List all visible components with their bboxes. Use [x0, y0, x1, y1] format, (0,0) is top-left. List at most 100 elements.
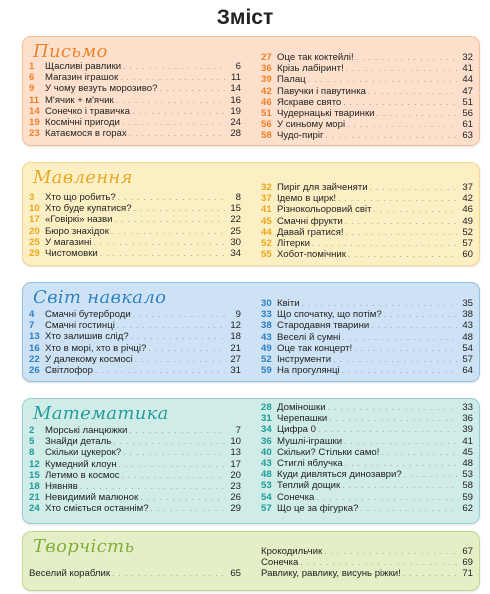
entry-page: 41 [462, 435, 473, 447]
toc-entry[interactable]: 46 Яскраве свято 51 [261, 97, 473, 108]
toc-entry[interactable]: 5 Знайди деталь 10 [29, 436, 241, 447]
dot-leader [151, 503, 225, 514]
entry-number: 24 [29, 503, 40, 515]
toc-entry[interactable]: 32 Пиріг для зайченяти 37 [261, 182, 473, 193]
toc-entry[interactable]: 28 Доміношки 33 [261, 402, 473, 413]
entry-title: Квіти [277, 298, 300, 309]
entry-page: 48 [462, 457, 473, 469]
entry-page: 46 [462, 204, 473, 216]
right-column: 30 Квіти 35 33 Що спочатку, що потім? 38 38 Ста… [261, 298, 473, 376]
toc-entry[interactable]: 38 Стародавня тварини 43 [261, 320, 473, 331]
dot-leader [403, 568, 457, 579]
dot-leader [122, 117, 225, 128]
toc-entry[interactable]: 2 Морські ланцюжки 7 [29, 425, 241, 436]
toc-entry[interactable]: 52 Літерки 57 [261, 238, 473, 249]
toc-entry[interactable]: 54 Сонечка 59 [261, 492, 473, 503]
toc-entry[interactable]: Сонечка 69 [261, 557, 473, 568]
toc-entry[interactable]: 1 Щасливі равлики 6 [29, 61, 241, 72]
toc-entry[interactable]: Крокодильчик 67 [261, 546, 473, 557]
toc-entry[interactable]: 3 Хто що робить? 8 [29, 192, 241, 203]
toc-entry[interactable]: 26 Світлофор 31 [29, 365, 241, 376]
toc-entry[interactable]: 58 Чудо-пиріг 63 [261, 130, 473, 141]
entry-number: 56 [261, 119, 272, 131]
dot-leader [112, 568, 225, 579]
entry-number: 12 [29, 458, 40, 470]
toc-entry[interactable]: 41 Різнокольоровий світ 46 [261, 204, 473, 215]
toc-entry[interactable]: 20 Бюро знахідок 25 [29, 226, 241, 237]
entry-title: У синьому морі [277, 119, 346, 131]
entry-page: 54 [462, 342, 473, 354]
toc-entry[interactable]: 21 Невидимий малюнок 26 [29, 492, 241, 503]
toc-entry[interactable]: 57 Що це за фігурка? 62 [261, 503, 473, 514]
entry-title: Що це за фігурка? [277, 502, 359, 514]
toc-entry[interactable]: 43 Стиглі яблучка 48 [261, 458, 473, 469]
dot-leader [347, 119, 457, 130]
toc-entry[interactable]: 4 Смачні бутерброди 9 [29, 309, 241, 320]
toc-entry[interactable]: 33 Що спочатку, що потім? 38 [261, 309, 473, 320]
toc-entry[interactable]: 23 Катаємося в горах 28 [29, 128, 241, 139]
toc-entry[interactable]: 45 Смачні фрукти 49 [261, 216, 473, 227]
entry-title: Теплий дощик [277, 480, 341, 492]
entry-number: 11 [29, 94, 40, 106]
toc-entry[interactable]: 9 У чому везуть морозиво? 14 [29, 83, 241, 94]
toc-entry[interactable]: 39 Палац 44 [261, 74, 473, 85]
toc-entry[interactable]: Равлику, равлику, висунь ріжки! 71 [261, 568, 473, 579]
toc-entry[interactable]: 16 Хто в морі, хто в річці? 21 [29, 343, 241, 354]
entry-page: 7 [235, 425, 241, 436]
entry-number: 4 [29, 309, 35, 320]
entry-page: 60 [462, 249, 473, 261]
toc-entry[interactable]: 36 Мушлі-іграшки 41 [261, 436, 473, 447]
toc-entry[interactable]: 6 Магазин іграшок 11 [29, 72, 241, 83]
toc-entry[interactable]: 56 У синьому морі 61 [261, 119, 473, 130]
entry-page: 61 [462, 119, 473, 131]
toc-entry[interactable]: 7 Смачні гостинці 12 [29, 320, 241, 331]
toc-entry[interactable]: 30 Квіти 35 [261, 298, 473, 309]
toc-entry[interactable]: 29 Чистомовки 34 [29, 248, 241, 259]
toc-entry[interactable]: 27 Оце так коктейлі! 32 [261, 52, 473, 63]
toc-entry[interactable]: 37 Ідемо в цирк! 42 [261, 193, 473, 204]
toc-entry[interactable]: 43 Веселі й сумні 48 [261, 332, 473, 343]
toc-entry[interactable]: 19 Космічні пригоди 24 [29, 117, 241, 128]
entry-page: 25 [230, 225, 241, 237]
toc-entry[interactable]: 11 М'ячик + м'ячик 16 [29, 95, 241, 106]
toc-entry[interactable]: 52 Інструменти 57 [261, 354, 473, 365]
dot-leader [342, 332, 457, 343]
entry-page: 36 [462, 413, 473, 425]
entry-title: Черепашки [277, 413, 328, 425]
entry-page: 65 [230, 568, 241, 579]
toc-entry[interactable]: 36 Крізь лабіринт! 41 [261, 63, 473, 74]
toc-entry[interactable]: 12 Кумедний клоун 17 [29, 459, 241, 470]
toc-entry[interactable]: 10 Хто буде купатися? 15 [29, 203, 241, 214]
toc-entry[interactable]: 59 На прогулянці 64 [261, 365, 473, 376]
toc-entry[interactable]: 18 Нявняв 23 [29, 481, 241, 492]
entry-page: 62 [462, 502, 473, 514]
toc-entry[interactable]: 55 Хобот-помічник 60 [261, 249, 473, 260]
toc-entry[interactable]: 14 Сонечко і травичка 19 [29, 106, 241, 117]
toc-entry[interactable]: 24 Хто сміється останнім? 29 [29, 503, 241, 514]
entry-number: 57 [261, 502, 272, 514]
section-title: Письмо [33, 41, 108, 62]
toc-entry[interactable]: 44 Давай гратися! 52 [261, 227, 473, 238]
dot-leader [122, 470, 225, 481]
toc-entry[interactable]: 48 Куди дивляться динозаври? 53 [261, 469, 473, 480]
toc-entry[interactable]: 42 Павучки і павутинка 47 [261, 86, 473, 97]
entry-title: Сонечка [261, 557, 299, 569]
toc-entry[interactable]: 17 «Говіркі» назви 22 [29, 214, 241, 225]
toc-entry[interactable]: Веселий кораблик 65 [29, 568, 241, 579]
toc-entry[interactable]: 8 Скільки цукерок? 13 [29, 447, 241, 458]
toc-entry[interactable]: 31 Черепашки 36 [261, 413, 473, 424]
toc-entry[interactable]: 13 Хто залишив слід? 18 [29, 331, 241, 342]
entry-number: 26 [29, 364, 40, 376]
toc-entry[interactable]: 51 Чудернацькі тваринки 56 [261, 108, 473, 119]
toc-entry[interactable]: 15 Летимо в космос 20 [29, 470, 241, 481]
entry-title: Оце так концерт! [277, 342, 353, 354]
toc-entry[interactable]: 25 У магазині 30 [29, 237, 241, 248]
entry-page: 26 [230, 492, 241, 504]
entry-page: 42 [462, 193, 473, 205]
toc-entry[interactable]: 49 Оце так концерт! 54 [261, 343, 473, 354]
toc-entry[interactable]: 34 Цифра 0 39 [261, 424, 473, 435]
toc-entry[interactable]: 53 Теплий дощик 58 [261, 480, 473, 491]
toc-entry[interactable]: 40 Скільки? Стільки само! 45 [261, 447, 473, 458]
toc-entry[interactable]: 22 У далекому космосі 27 [29, 354, 241, 365]
